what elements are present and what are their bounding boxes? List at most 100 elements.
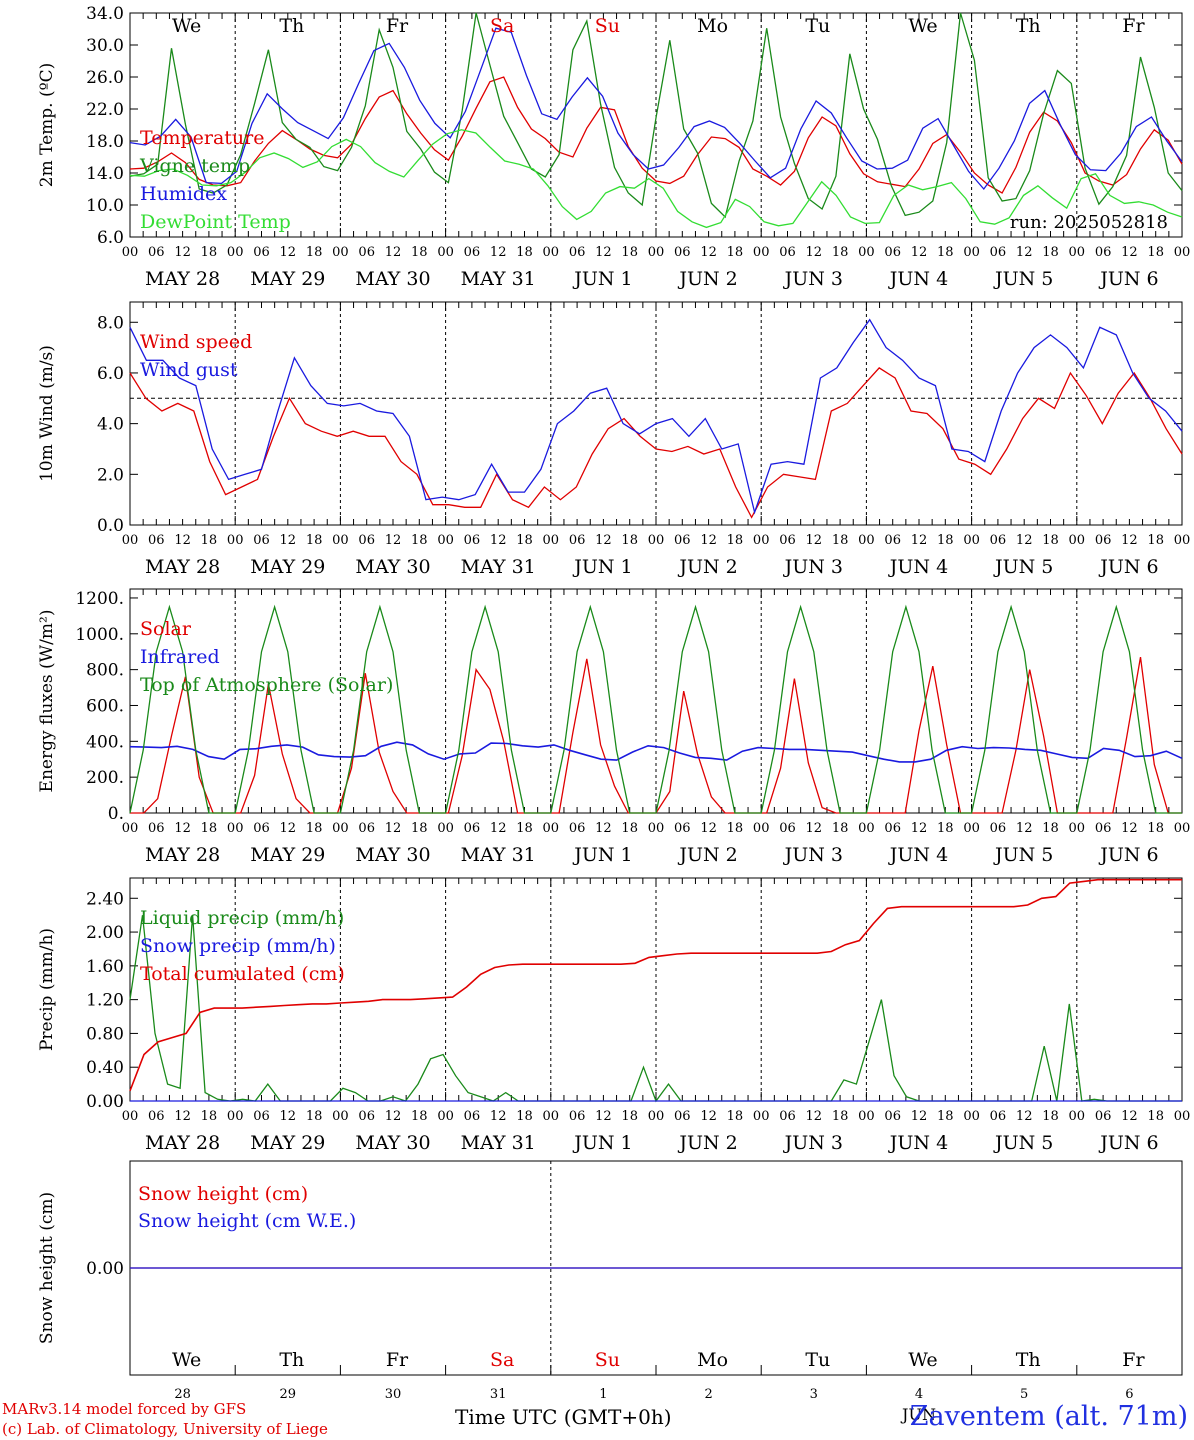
hour-label: 18 [727, 1109, 744, 1124]
y-tick-label: 2.0 [97, 465, 124, 485]
series-line-wind-speed [129, 367, 1183, 519]
hour-label: 18 [516, 821, 533, 836]
hour-label: 00 [648, 821, 665, 836]
hour-label: 06 [990, 1109, 1007, 1124]
hour-label: 06 [569, 245, 586, 260]
series-line-humidex [129, 27, 1183, 191]
y-tick-label: 34.0 [86, 4, 124, 24]
y-tick-label: 400. [86, 732, 124, 752]
y-tick-label: 1200. [75, 589, 124, 609]
run-annotation: run: 2025052818 [1010, 212, 1168, 233]
day-number: 1 [599, 1387, 607, 1402]
series-line-temperature [129, 76, 1183, 194]
date-label: JUN 4 [888, 268, 948, 290]
day-name-top: Tu [805, 15, 830, 37]
y-tick-label: 4.0 [97, 415, 124, 435]
series-line-top-of-atmosphere-solar- [129, 604, 1182, 814]
y-tick-label: 8.0 [97, 313, 124, 333]
hour-label: 00 [753, 533, 770, 548]
hour-label: 00 [332, 245, 349, 260]
hour-label: 18 [727, 245, 744, 260]
hour-label: 18 [1042, 1109, 1059, 1124]
hour-label: 00 [122, 1109, 139, 1124]
legend-item: Liquid precip (mm/h) [140, 907, 344, 929]
hour-label: 12 [1121, 1109, 1138, 1124]
date-label: JUN 3 [783, 844, 843, 866]
date-label: JUN 4 [888, 556, 948, 578]
hour-label: 18 [937, 245, 954, 260]
hour-label: 06 [990, 245, 1007, 260]
legend-item: Total cumulated (cm) [140, 963, 345, 985]
date-label: JUN 3 [783, 556, 843, 578]
hour-label: 18 [1147, 245, 1164, 260]
hour-label: 06 [569, 821, 586, 836]
hour-label: 06 [674, 245, 691, 260]
day-number: 6 [1125, 1387, 1133, 1402]
hour-label: 06 [990, 821, 1007, 836]
hour-label: 12 [1121, 821, 1138, 836]
legend-item: Snow precip (mm/h) [140, 935, 336, 957]
hour-label: 00 [858, 533, 875, 548]
panel-4 [129, 877, 1183, 1103]
hour-label: 12 [490, 245, 507, 260]
day-name-bottom: Fr [1122, 1349, 1145, 1371]
hour-label: 18 [937, 1109, 954, 1124]
date-label: JUN 1 [572, 1132, 632, 1154]
day-name-top: Sa [490, 15, 514, 37]
hour-label: 00 [227, 245, 244, 260]
day-name-bottom: Tu [805, 1349, 830, 1371]
y-tick-label: 6.0 [97, 364, 124, 384]
hour-label: 18 [1147, 533, 1164, 548]
hour-label: 00 [332, 821, 349, 836]
hour-label: 00 [543, 1109, 560, 1124]
legend-item: Humidex [140, 183, 227, 205]
hour-label: 12 [1121, 245, 1138, 260]
panel-2 [129, 301, 1183, 526]
hour-label: 00 [1069, 1109, 1086, 1124]
date-label: JUN 5 [993, 844, 1053, 866]
panel-1 [129, 12, 1183, 238]
day-number: 30 [385, 1387, 402, 1402]
hour-label: 18 [201, 245, 218, 260]
hour-label: 06 [569, 1109, 586, 1124]
day-name-top: Th [1016, 15, 1041, 37]
hour-label: 00 [858, 821, 875, 836]
hour-label: 06 [1095, 533, 1112, 548]
hour-label: 00 [963, 245, 980, 260]
hour-label: 06 [253, 1109, 270, 1124]
hour-label: 12 [174, 1109, 191, 1124]
date-label: MAY 29 [250, 1132, 325, 1154]
day-number: 29 [280, 1387, 297, 1402]
hour-label: 12 [911, 245, 928, 260]
series-line-dewpoint-temp [129, 129, 1183, 229]
panel-frame [129, 12, 1183, 238]
date-label: MAY 30 [355, 844, 430, 866]
legend-item: Vigne temp [139, 155, 250, 177]
hour-label: 00 [648, 533, 665, 548]
date-label: JUN 6 [1098, 268, 1158, 290]
hour-label: 12 [1121, 533, 1138, 548]
hour-label: 06 [358, 821, 375, 836]
date-label: MAY 31 [461, 844, 536, 866]
hour-label: 00 [648, 245, 665, 260]
date-label: MAY 28 [145, 556, 220, 578]
hour-label: 12 [595, 245, 612, 260]
hour-label: 06 [148, 1109, 165, 1124]
hour-label: 18 [411, 1109, 428, 1124]
hour-label: 06 [464, 1109, 481, 1124]
hour-label: 12 [595, 821, 612, 836]
date-label: MAY 29 [250, 268, 325, 290]
hour-label: 00 [1069, 245, 1086, 260]
hour-label: 00 [1174, 533, 1191, 548]
month-label: JUN [900, 1405, 936, 1424]
hour-label: 18 [306, 533, 323, 548]
hour-label: 00 [1069, 821, 1086, 836]
hour-label: 18 [1042, 245, 1059, 260]
y-tick-label: 200. [86, 768, 124, 788]
hour-label: 00 [437, 245, 454, 260]
hour-label: 00 [543, 533, 560, 548]
day-name-top: Mo [697, 15, 728, 37]
hour-label: 00 [963, 533, 980, 548]
day-name-top: We [908, 15, 937, 37]
